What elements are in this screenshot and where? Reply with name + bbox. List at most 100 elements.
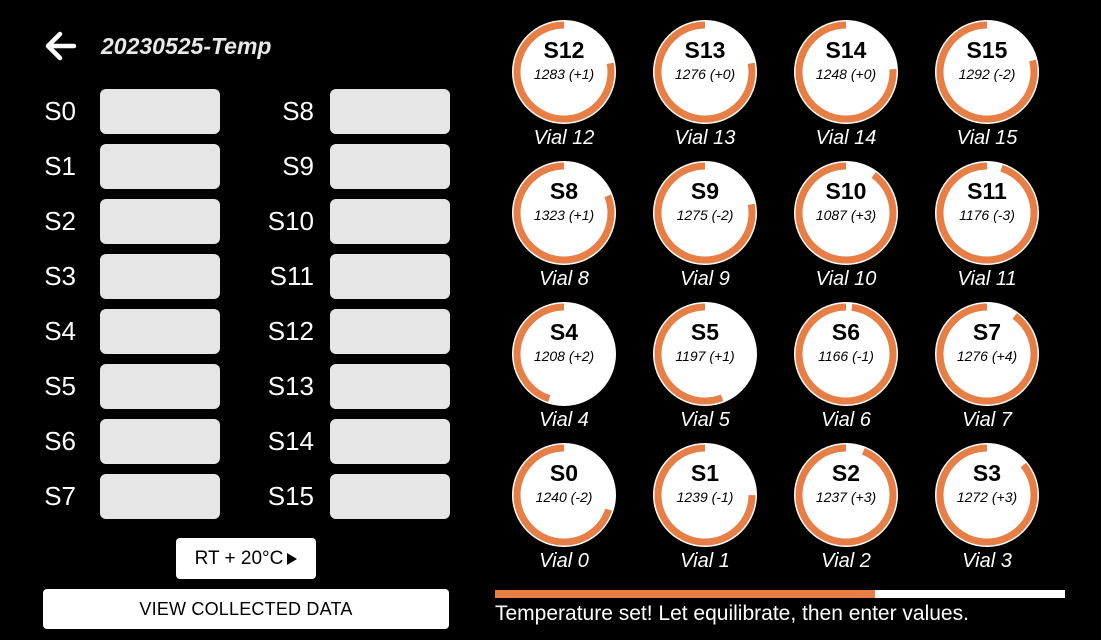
sample-input-s3[interactable] <box>100 254 220 299</box>
vial-sample-name: S12 <box>543 37 585 63</box>
input-label: S11 <box>269 261 314 291</box>
vial-sample-name: S1 <box>690 460 720 486</box>
vial-gauge-2[interactable]: S2 1237 (+3) Vial 2 <box>791 440 901 580</box>
input-label: S14 <box>267 426 314 456</box>
input-row-s8: S8 <box>230 89 460 134</box>
vial-gauge-13[interactable]: S13 1276 (+0) Vial 13 <box>650 17 760 157</box>
vial-label: Vial 6 <box>821 409 871 431</box>
input-row-s11: S11 <box>230 254 460 299</box>
vial-reading: 1197 (+1) <box>675 348 735 364</box>
vial-gauge-11[interactable]: S11 1176 (-3) Vial 11 <box>932 158 1042 298</box>
input-label: S2 <box>44 206 76 236</box>
vial-level-ring <box>936 162 1038 264</box>
input-label: S5 <box>44 371 76 401</box>
vial-sample-name: S11 <box>967 178 1007 204</box>
vial-sample-name: S3 <box>972 460 1002 486</box>
vial-reading: 1323 (+1) <box>533 207 595 223</box>
vial-level-ring <box>654 303 756 405</box>
sample-input-s0[interactable] <box>100 89 220 134</box>
vial-gauge-9[interactable]: S9 1275 (-2) Vial 9 <box>650 158 760 298</box>
input-row-s9: S9 <box>230 144 460 189</box>
vial-gauge-6[interactable]: S6 1166 (-1) Vial 6 <box>791 299 901 439</box>
sample-input-s11[interactable] <box>330 254 450 299</box>
input-row-s0: S0 <box>0 89 230 134</box>
vial-level-ring <box>936 303 1038 405</box>
input-row-s7: S7 <box>0 474 230 519</box>
sample-input-s5[interactable] <box>100 364 220 409</box>
sample-input-s7[interactable] <box>100 474 220 519</box>
input-label: S0 <box>44 96 76 126</box>
vial-gauge-12[interactable]: S12 1283 (+1) Vial 12 <box>509 17 619 157</box>
vial-gauge-15[interactable]: S15 1292 (-2) Vial 15 <box>932 17 1042 157</box>
vial-label: Vial 2 <box>821 550 871 572</box>
vial-label: Vial 14 <box>815 127 877 149</box>
input-row-s6: S6 <box>0 419 230 464</box>
vial-reading: 1087 (+3) <box>815 207 877 223</box>
status-message: Temperature set! Let equilibrate, then e… <box>495 602 969 625</box>
vial-level-ring <box>654 21 756 123</box>
vial-reading: 1272 (+3) <box>956 489 1018 505</box>
sample-input-s8[interactable] <box>330 89 450 134</box>
vial-label: Vial 9 <box>680 268 730 290</box>
vial-label: Vial 4 <box>539 409 589 431</box>
input-row-s2: S2 <box>0 199 230 244</box>
vial-gauge-1[interactable]: S1 1239 (-1) Vial 1 <box>650 440 760 580</box>
vial-gauge-14[interactable]: S14 1248 (+0) Vial 14 <box>791 17 901 157</box>
vial-sample-name: S14 <box>825 37 867 63</box>
sample-input-s12[interactable] <box>330 309 450 354</box>
input-label: S15 <box>267 481 314 511</box>
sample-input-s14[interactable] <box>330 419 450 464</box>
vial-label: Vial 8 <box>539 268 589 290</box>
input-row-s12: S12 <box>230 309 460 354</box>
sample-input-s1[interactable] <box>100 144 220 189</box>
sample-input-s6[interactable] <box>100 419 220 464</box>
progress-bar <box>495 590 1065 598</box>
vial-gauge-8[interactable]: S8 1323 (+1) Vial 8 <box>509 158 619 298</box>
vial-sample-name: S7 <box>972 319 1002 345</box>
sample-input-s13[interactable] <box>330 364 450 409</box>
input-row-s3: S3 <box>0 254 230 299</box>
input-label: S12 <box>267 316 314 346</box>
vial-reading: 1166 (-1) <box>818 348 874 364</box>
temperature-button-label: RT + 20°C <box>194 548 284 569</box>
input-row-s15: S15 <box>230 474 460 519</box>
vial-sample-name: S9 <box>690 178 720 204</box>
vial-label: Vial 13 <box>674 127 736 149</box>
vial-reading: 1283 (+1) <box>533 66 595 82</box>
vial-gauge-0[interactable]: S0 1240 (-2) Vial 0 <box>509 440 619 580</box>
arrow-left-icon[interactable] <box>44 31 76 61</box>
sample-input-s9[interactable] <box>330 144 450 189</box>
vial-reading: 1292 (-2) <box>958 66 1016 82</box>
vial-level-ring <box>795 444 897 546</box>
temperature-button[interactable]: RT + 20°C <box>176 538 316 579</box>
input-label: S7 <box>44 481 76 511</box>
vial-label: Vial 12 <box>533 127 595 149</box>
sample-input-s15[interactable] <box>330 474 450 519</box>
vial-sample-name: S0 <box>549 460 579 486</box>
vial-gauge-5[interactable]: S5 1197 (+1) Vial 5 <box>650 299 760 439</box>
vial-gauge-10[interactable]: S10 1087 (+3) Vial 10 <box>791 158 901 298</box>
vial-sample-name: S6 <box>831 319 861 345</box>
vial-level-ring <box>654 444 756 546</box>
view-collected-data-button[interactable]: VIEW COLLECTED DATA <box>43 589 449 629</box>
sample-input-s10[interactable] <box>330 199 450 244</box>
input-row-s14: S14 <box>230 419 460 464</box>
vial-level-ring <box>513 444 615 546</box>
vial-gauge-7[interactable]: S7 1276 (+4) Vial 7 <box>932 299 1042 439</box>
sample-input-s4[interactable] <box>100 309 220 354</box>
vial-gauge-4[interactable]: S4 1208 (+2) Vial 4 <box>509 299 619 439</box>
vial-level-ring <box>936 21 1038 123</box>
input-row-s4: S4 <box>0 309 230 354</box>
vial-reading: 1208 (+2) <box>533 348 595 364</box>
sample-input-s2[interactable] <box>100 199 220 244</box>
vial-sample-name: S13 <box>684 37 726 63</box>
vial-level-ring <box>795 21 897 123</box>
vial-label: Vial 1 <box>680 550 730 572</box>
vial-gauge-3[interactable]: S3 1272 (+3) Vial 3 <box>932 440 1042 580</box>
input-row-s10: S10 <box>230 199 460 244</box>
vial-level-ring <box>795 303 897 405</box>
vial-label: Vial 10 <box>815 268 877 290</box>
input-label: S4 <box>44 316 76 346</box>
vial-level-ring <box>513 162 615 264</box>
page-title: 20230525-Temp <box>101 33 272 59</box>
